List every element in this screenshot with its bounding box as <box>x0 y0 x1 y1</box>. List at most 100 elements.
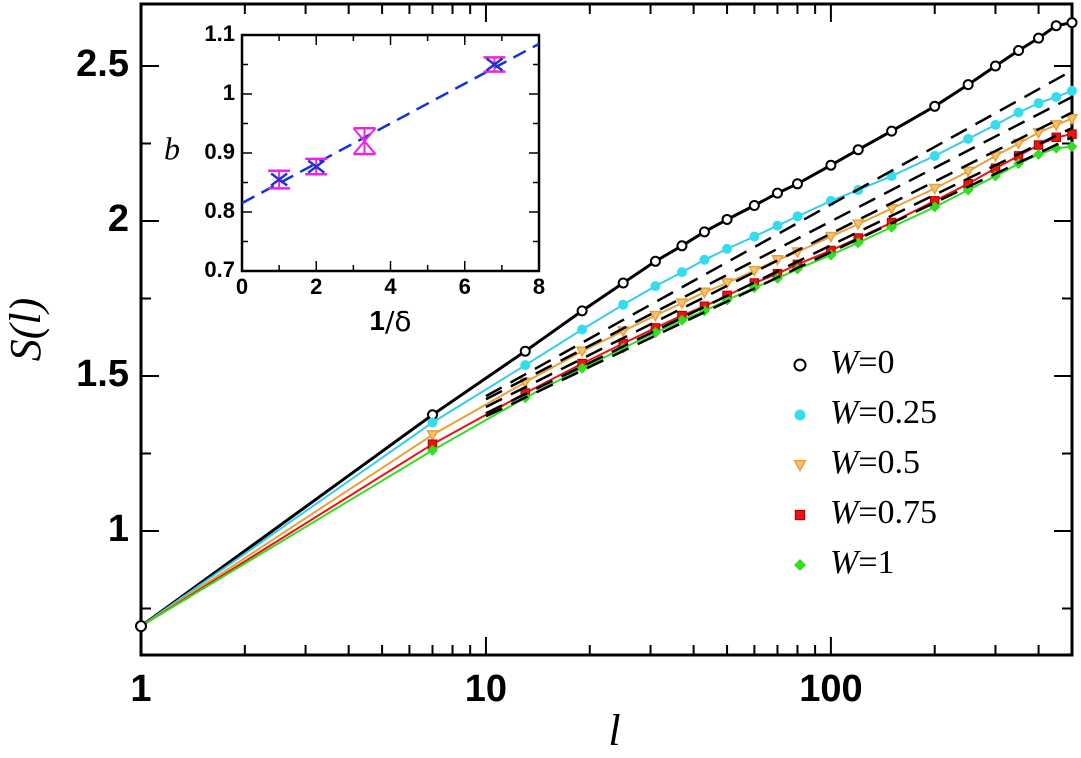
inset-y-tick-label: 1 <box>223 80 235 105</box>
series-line <box>140 145 1073 628</box>
inset-data-point <box>268 169 291 190</box>
data-point <box>851 219 865 231</box>
cross-marker <box>307 159 325 174</box>
y-tick-label: 1.5 <box>76 353 129 395</box>
legend-label: W=0.75 <box>830 494 937 531</box>
data-point <box>771 255 784 267</box>
x-tick-label: 1 <box>130 668 151 710</box>
legend-label: W=0.25 <box>830 394 937 431</box>
data-point <box>675 298 689 310</box>
legend-label-symbol: W <box>830 544 861 581</box>
inset-y-tick-label: 0.7 <box>204 257 235 282</box>
inset-y-tick-label: 1.1 <box>204 21 235 46</box>
data-point <box>576 362 588 374</box>
y-axis-label: S(l) <box>1 298 50 362</box>
inset-y-tick-label: 0.9 <box>204 139 235 164</box>
legend-entry: W=0.25 <box>794 394 937 431</box>
series-line <box>140 89 1073 628</box>
cross-marker <box>270 172 288 187</box>
legend-marker <box>794 409 806 421</box>
fit-line-4 <box>485 136 1073 418</box>
data-point <box>1066 17 1078 29</box>
data-point <box>577 324 588 335</box>
data-point <box>720 278 734 290</box>
legend-marker <box>794 509 806 521</box>
inset-x-tick-label: 2 <box>310 274 322 299</box>
legend-entry: W=0 <box>793 344 895 381</box>
legend-label-symbol: W <box>830 444 861 481</box>
series-4 <box>140 141 1078 628</box>
data-point <box>929 150 940 161</box>
data-point <box>791 178 803 190</box>
data-point <box>618 299 629 310</box>
legend-label-value: =0.5 <box>858 444 920 481</box>
inset-x-label-sym: /δ <box>385 305 412 338</box>
legend-label-value: =0 <box>858 344 894 381</box>
legend-marker <box>793 558 807 572</box>
inset-fit-line <box>241 42 540 205</box>
y-tick-label: 2 <box>108 198 129 240</box>
data-point <box>1067 85 1077 96</box>
legend: W=0W=0.25W=0.5W=0.75W=1 <box>793 344 937 581</box>
legend-marker <box>793 459 807 473</box>
data-point <box>721 213 733 225</box>
legend-marker <box>793 358 807 372</box>
hourglass-marker <box>352 127 377 155</box>
inset-x-label-main: 1 <box>369 305 385 336</box>
y-tick-label: 2.5 <box>76 43 129 85</box>
data-point <box>886 221 898 233</box>
fit-line-1 <box>485 95 1073 401</box>
data-point <box>772 220 783 231</box>
data-point <box>989 60 1001 72</box>
data-point <box>885 203 898 216</box>
data-point <box>1013 107 1024 118</box>
data-point <box>748 200 760 211</box>
legend-label-value: =1 <box>858 544 894 581</box>
data-point <box>1033 32 1045 44</box>
data-point <box>520 360 531 371</box>
inset-data-point <box>352 126 377 156</box>
data-point <box>1049 120 1063 132</box>
fit-line-2 <box>485 111 1073 409</box>
data-point <box>722 243 733 254</box>
data-point <box>649 327 661 339</box>
inset-data-point <box>483 56 506 73</box>
data-point <box>649 255 661 267</box>
legend-label: W=1 <box>830 544 895 581</box>
data-point <box>886 125 898 137</box>
legend-label-symbol: W <box>830 394 861 431</box>
data-point <box>928 183 942 195</box>
data-point <box>824 231 838 244</box>
inset-x-tick-label: 8 <box>533 274 545 299</box>
legend-label: W=0.5 <box>830 444 920 481</box>
data-point <box>990 119 1001 130</box>
y-tick-label: 1 <box>108 508 129 550</box>
data-point <box>825 159 837 171</box>
data-point <box>649 310 662 323</box>
series-line <box>140 133 1073 628</box>
legend-label: W=0 <box>830 344 895 381</box>
data-point <box>771 187 783 199</box>
inset-y-tick-label: 0.8 <box>204 198 235 223</box>
cross-marker <box>485 57 504 72</box>
data-point <box>617 277 629 289</box>
start-point <box>135 620 147 633</box>
data-point <box>962 184 974 196</box>
legend-label-symbol: W <box>830 344 861 381</box>
data-point <box>1066 141 1078 153</box>
plot-frame <box>139 2 1074 657</box>
inset-x-tick-label: 4 <box>384 274 397 299</box>
series-line <box>140 21 1073 628</box>
inset-x-tick-label: 6 <box>459 274 471 299</box>
data-point <box>698 287 711 299</box>
fit-line-3 <box>485 126 1073 415</box>
data-point <box>962 79 974 91</box>
data-point <box>963 133 974 144</box>
data-point <box>427 444 439 456</box>
data-point <box>1050 20 1062 32</box>
data-point <box>427 417 438 428</box>
x-tick-label: 100 <box>799 668 862 710</box>
